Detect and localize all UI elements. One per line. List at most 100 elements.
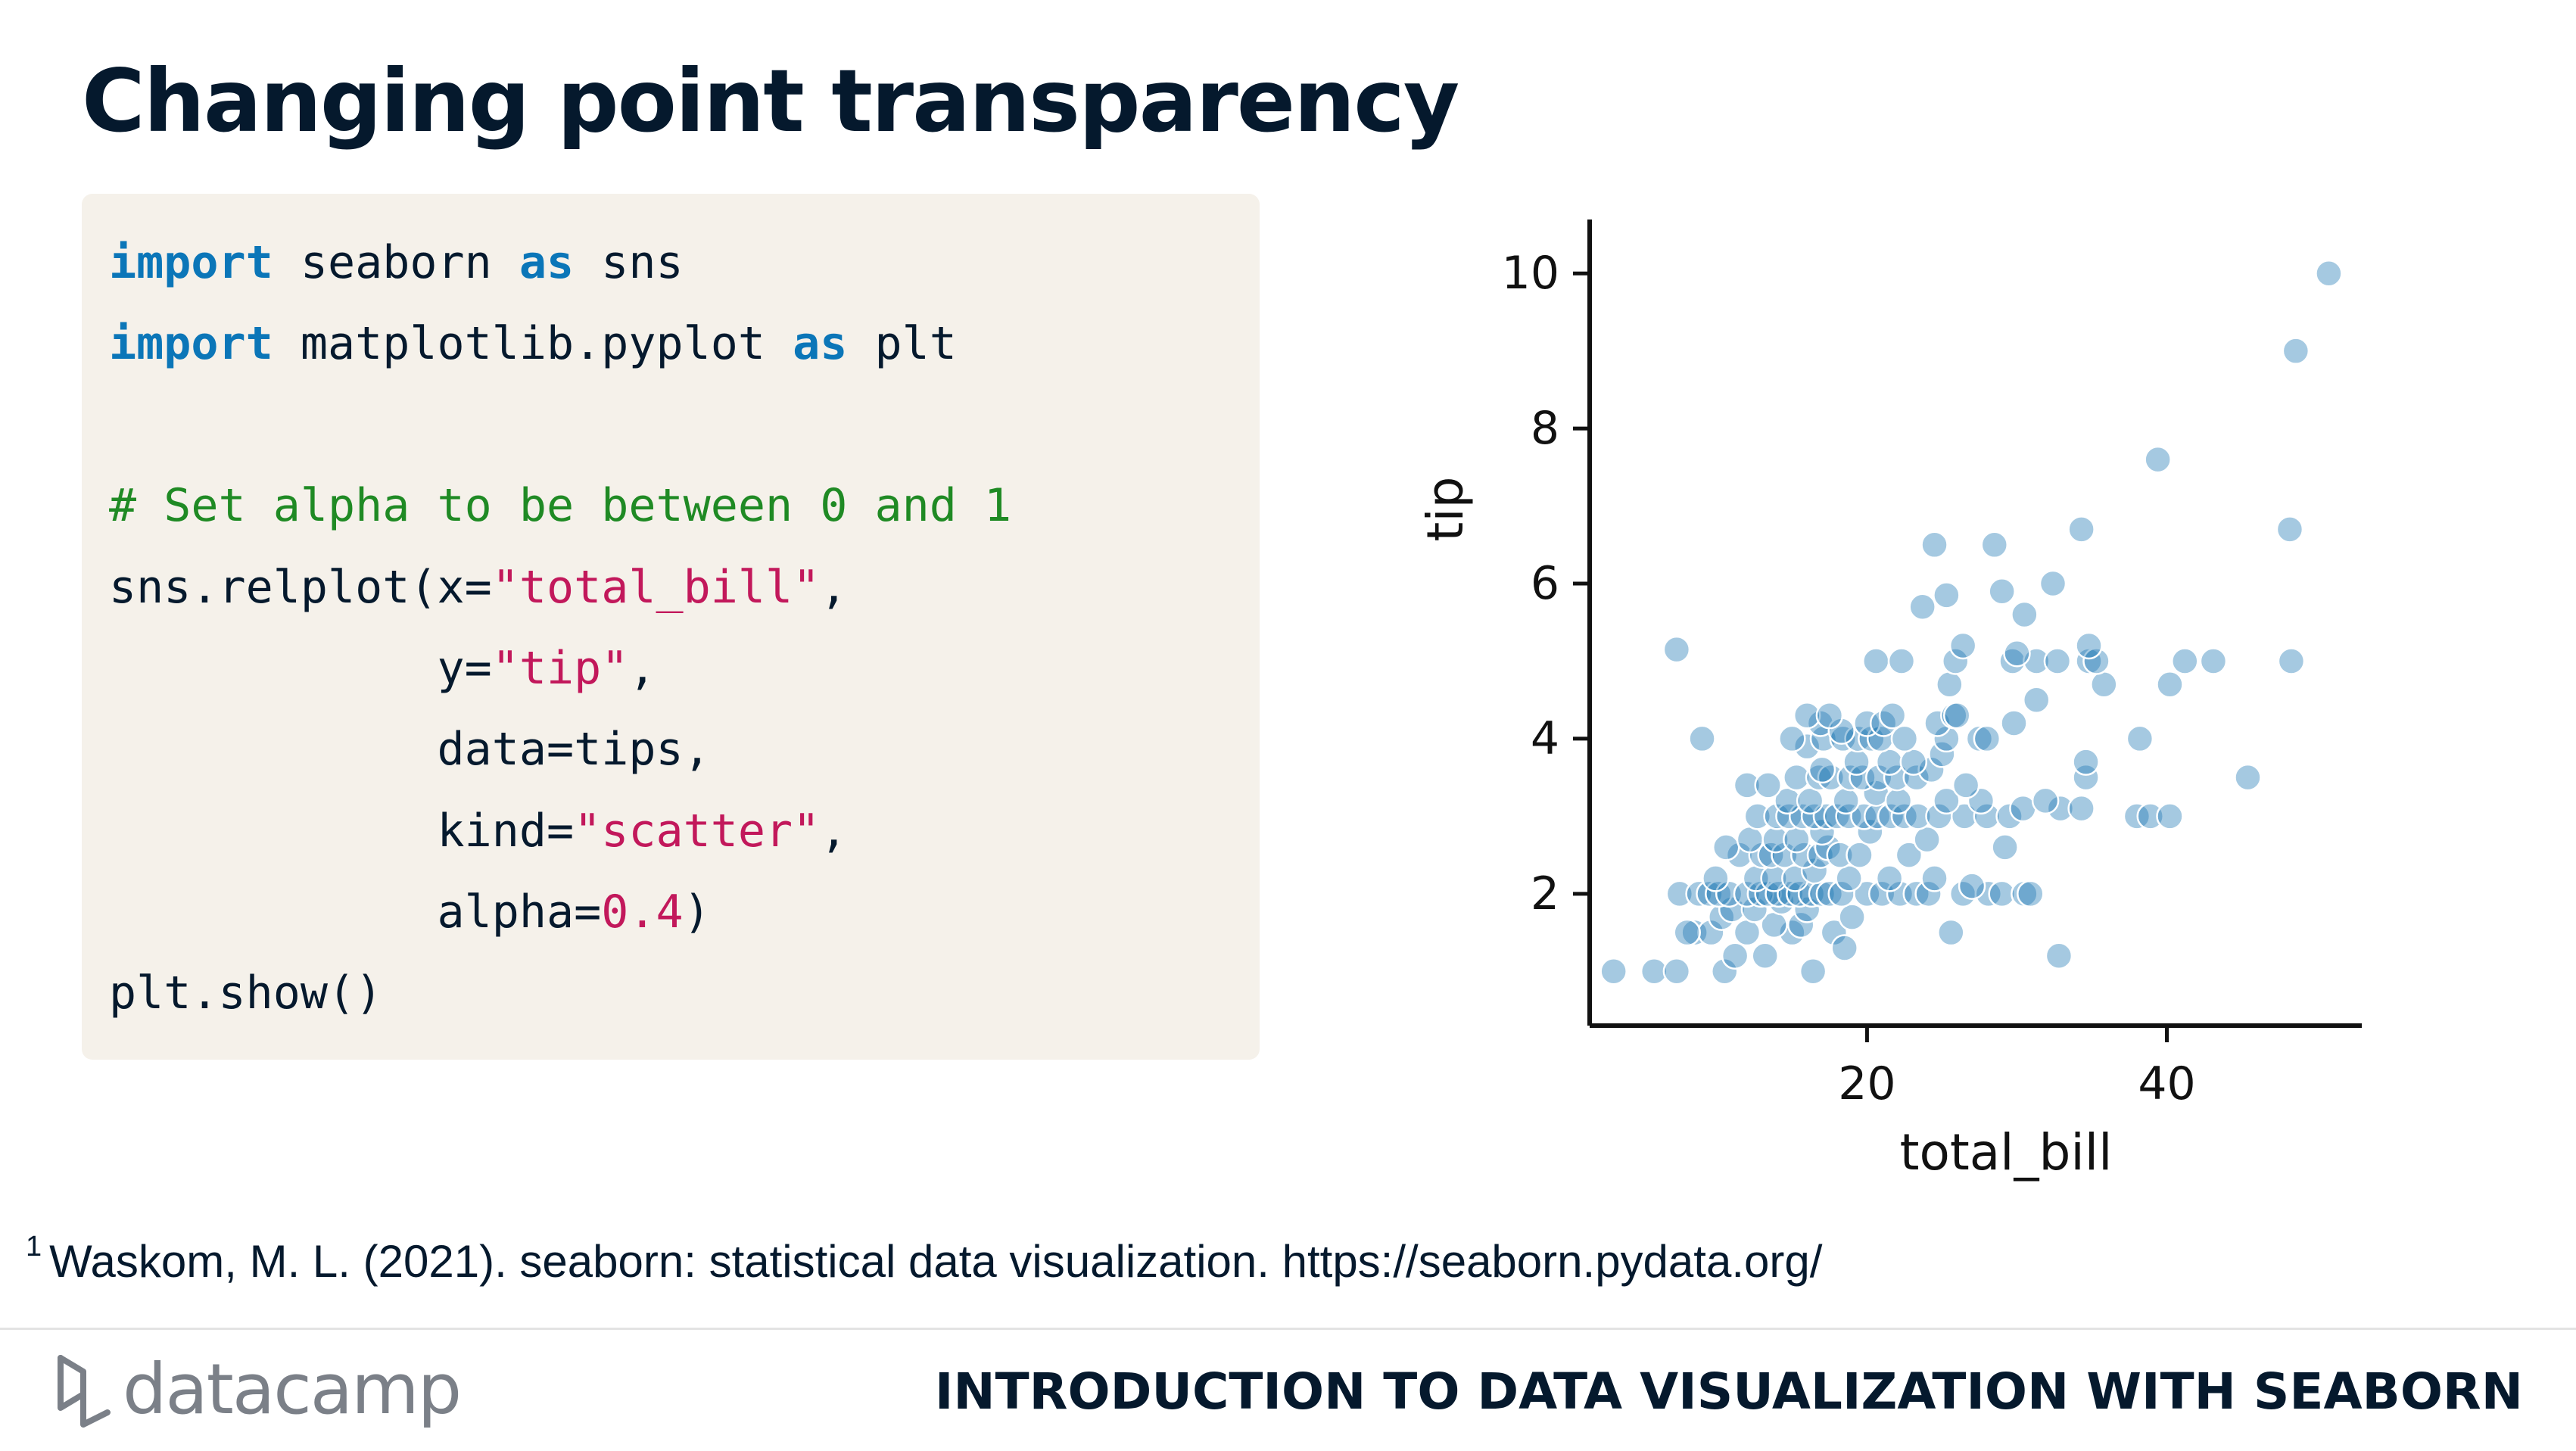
code-text: y= [109,642,492,695]
data-point [1886,880,1914,908]
code-text: plt [847,317,957,370]
data-point [1787,911,1815,939]
data-point [1920,864,1948,892]
code-string: "total_bill" [491,561,821,614]
data-point [1913,825,1941,854]
data-point [1799,957,1827,985]
y-tick-label: 6 [1531,557,1559,610]
data-point [1951,771,1980,799]
data-point [1973,724,2001,753]
data-point [1712,833,1740,861]
footnote-text: Waskom, M. L. (2021). seaborn: statistic… [49,1236,1823,1287]
data-point [1908,593,1936,621]
data-point [2156,802,2184,830]
data-point [1937,918,1965,947]
footer-divider [0,1328,2576,1330]
data-point [1928,740,1956,768]
data-point [2144,445,2172,474]
code-line: kind="scatter", [109,793,847,869]
code-text: , [820,805,848,858]
data-point [1760,864,1788,892]
data-point [1895,841,1923,869]
data-point [1965,724,1994,753]
data-point [1973,802,2001,830]
data-point [1991,833,2019,861]
data-point [2017,880,2045,908]
data-point [1832,786,1860,815]
data-point [1980,531,2009,559]
data-point [2315,259,2343,288]
code-text: sns.relplot(x= [109,561,492,614]
data-point [1988,880,2016,908]
data-point [1838,903,1866,931]
data-point [1808,755,1836,784]
data-point [2000,709,2028,737]
data-point [1846,841,1874,869]
data-point [1778,918,1806,947]
data-point [2136,802,2164,830]
data-point [1711,957,1739,985]
brand-name: datacamp [123,1349,462,1430]
data-point [1743,802,1772,830]
data-point [1783,763,1811,792]
data-point [1793,701,1821,730]
data-point [1958,872,1986,900]
scatter-chart: 2 4 6 8 10 20 40 total_bill tip [1416,220,2362,1182]
data-point [1936,670,1964,699]
data-point [2011,600,2039,629]
code-line: data=tips, [109,711,711,787]
data-point [1697,918,1725,947]
data-point [1754,771,1782,799]
code-text: , [628,642,656,695]
data-point [2072,748,2100,776]
footnote: 1 Waskom, M. L. (2021). seaborn: statisti… [26,1231,1823,1288]
data-point [2045,942,2073,970]
data-point [2277,647,2306,675]
data-point [1884,786,1913,815]
data-point [1680,918,1709,947]
data-point [2022,686,2051,714]
code-text: matplotlib.pyplot [273,317,793,370]
code-line: alpha=0.4) [109,874,711,950]
data-point [2072,763,2100,792]
slide-title: Changing point transparency [82,51,1459,151]
data-point [1702,864,1730,892]
code-comment: # Set alpha to be between 0 and 1 [109,479,1012,532]
data-point [1853,709,1881,737]
data-point [2075,631,2103,660]
data-point [1815,701,1844,730]
data-point [2043,647,2072,675]
data-point [1778,724,1806,753]
y-tick-label: 4 [1531,712,1559,765]
data-point [2039,569,2067,598]
data-point [1920,531,1948,559]
code-line: y="tip", [109,631,656,706]
x-tick-label: 40 [2138,1057,2195,1110]
data-point [1733,771,1761,799]
data-point [1640,957,1668,985]
data-point [2282,337,2310,365]
code-line: plt.show() [109,955,382,1031]
data-point [1890,724,1919,753]
data-point [1793,732,1821,761]
data-point [1662,635,1691,664]
data-point [2275,515,2304,543]
y-tick-label: 10 [1502,247,1559,300]
data-point [1806,709,1835,737]
data-point [2003,639,2031,668]
code-text: seaborn [273,236,519,289]
data-point [1673,918,1701,947]
code-text: data=tips, [109,723,711,776]
data-point [1948,631,1977,660]
data-point [1721,942,1749,970]
code-text: ) [683,886,711,939]
data-point [1662,957,1691,985]
data-point [1875,748,1904,776]
data-point [1688,724,1716,753]
data-point [1933,786,1961,815]
data-point [1820,918,1849,947]
data-point [1665,880,1694,908]
x-axis-label: total_bill [1900,1123,2113,1182]
code-line: import matplotlib.pyplot as plt [109,306,957,381]
data-point [1725,841,1754,869]
